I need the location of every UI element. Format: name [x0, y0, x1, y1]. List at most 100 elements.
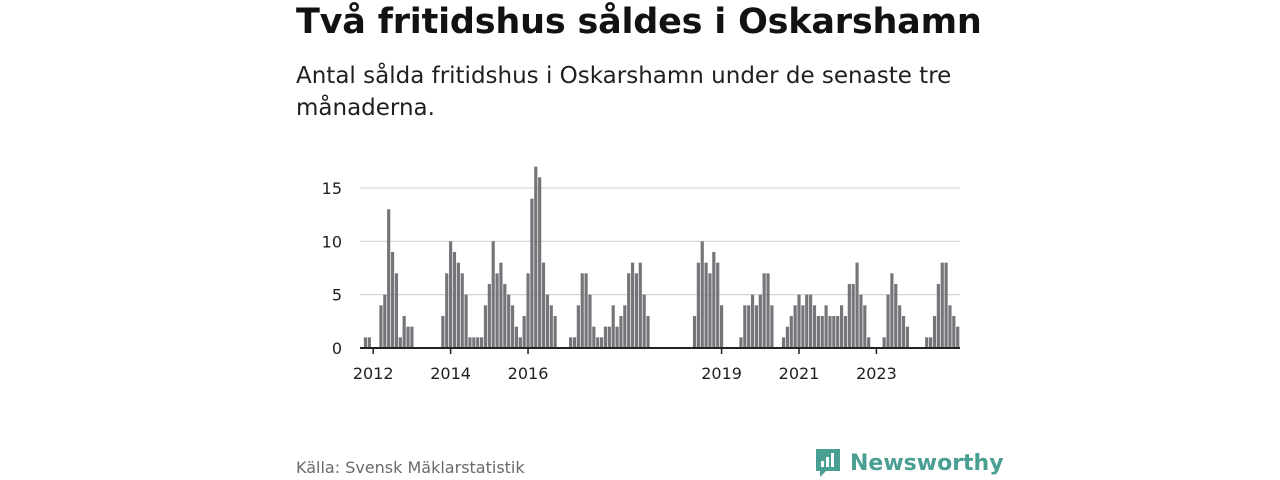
source-note: Källa: Svensk Mäklarstatistik [296, 458, 525, 477]
newsworthy-logo-icon [816, 449, 840, 477]
bar [750, 294, 755, 348]
bar [816, 315, 820, 348]
bar [367, 337, 371, 348]
x-tick-label: 2012 [353, 364, 394, 383]
bar [584, 273, 588, 348]
bar [898, 305, 902, 348]
bar [700, 241, 704, 348]
bar [526, 273, 530, 348]
bar [476, 337, 480, 348]
bar [824, 305, 828, 348]
bar [855, 262, 859, 348]
bar [596, 337, 600, 348]
bar [510, 305, 515, 348]
bar [499, 262, 503, 348]
bar [843, 315, 848, 348]
bar [611, 305, 615, 348]
bar [394, 273, 399, 348]
bar [739, 337, 743, 348]
bar [820, 315, 824, 348]
bar [801, 305, 805, 348]
brand-logo: Newsworthy [814, 447, 1004, 479]
bar [940, 262, 944, 348]
bar [398, 337, 402, 348]
bar [944, 262, 948, 348]
bar [863, 305, 867, 348]
x-tick-label: 2014 [430, 364, 471, 383]
bar [847, 283, 851, 348]
bar [867, 337, 871, 348]
bar [840, 305, 844, 348]
bar [491, 241, 495, 348]
bar [387, 209, 391, 348]
bar [569, 337, 573, 348]
bar [530, 198, 534, 348]
bar [452, 251, 457, 348]
bar [952, 315, 956, 348]
bar [580, 273, 584, 348]
bar [704, 262, 708, 348]
bar [495, 273, 499, 348]
bar [905, 326, 909, 348]
bar [692, 315, 697, 348]
bar [936, 283, 940, 348]
bar [379, 305, 383, 348]
bar [747, 305, 751, 348]
bar [630, 262, 635, 348]
bar [890, 273, 894, 348]
bar [720, 305, 724, 348]
bar [886, 294, 890, 348]
bar [460, 273, 464, 348]
bar [638, 262, 642, 348]
bar [956, 326, 960, 348]
bar [901, 315, 906, 348]
bar [758, 294, 762, 348]
x-tick-label: 2021 [779, 364, 820, 383]
bar [487, 283, 491, 348]
bar [541, 262, 546, 348]
bar [828, 315, 832, 348]
bar [766, 273, 770, 348]
bar [383, 294, 387, 348]
bar [464, 294, 468, 348]
bar [712, 251, 716, 348]
chart-subtitle: Antal sålda fritidshus i Oskarshamn unde… [296, 63, 952, 121]
y-tick-label: 5 [332, 286, 342, 305]
bar [592, 326, 596, 348]
bar [503, 283, 507, 348]
bar [514, 326, 519, 348]
bar [518, 337, 522, 348]
bar [468, 337, 472, 348]
bar [851, 283, 855, 348]
bar [545, 294, 549, 348]
bar [553, 315, 557, 348]
bar [882, 337, 886, 348]
bar [534, 166, 538, 348]
bar [406, 326, 410, 348]
bar [754, 305, 759, 348]
bar [696, 262, 700, 348]
bar [449, 241, 453, 348]
bar [456, 262, 460, 348]
bar [483, 305, 488, 348]
bar [600, 337, 604, 348]
bar [472, 337, 476, 348]
bar [363, 337, 368, 348]
page-title: Två fritidshus såldes i Oskarshamn [296, 2, 982, 42]
bar [627, 273, 631, 348]
bar [781, 337, 786, 348]
bar [948, 305, 952, 348]
bar [445, 273, 449, 348]
x-tick-label: 2023 [856, 364, 897, 383]
bar [836, 315, 840, 348]
bar [603, 326, 608, 348]
bar [797, 294, 801, 348]
bar [832, 315, 836, 348]
bar [793, 305, 797, 348]
x-tick-label: 2016 [508, 364, 549, 383]
bar [929, 337, 933, 348]
bar [390, 251, 395, 348]
bar [809, 294, 813, 348]
bar [607, 326, 611, 348]
bar [812, 305, 817, 348]
